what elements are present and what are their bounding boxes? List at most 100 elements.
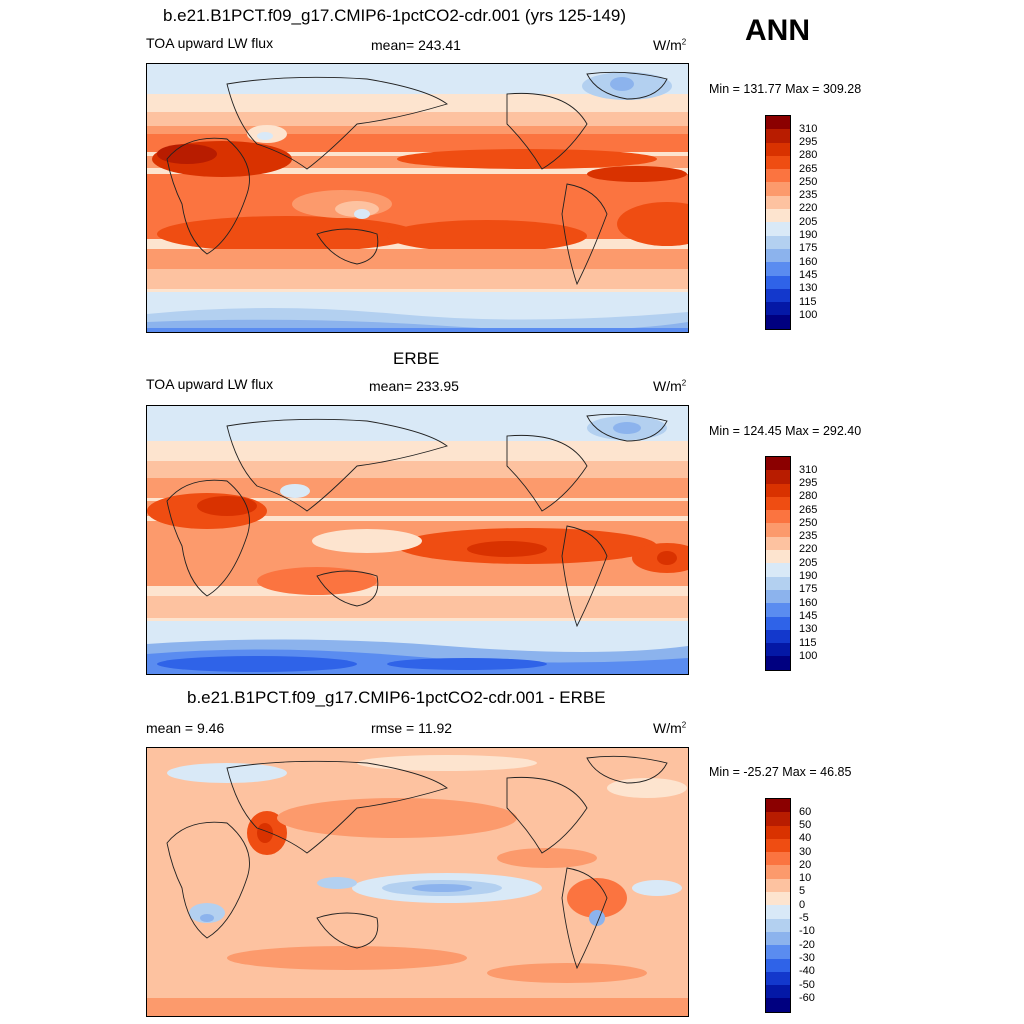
panel1-colorbar-swatch (766, 315, 790, 329)
panel2-title: ERBE (393, 349, 440, 368)
panel3-colorbar-swatch (766, 931, 790, 946)
panel3-colorbar-swatch (766, 838, 790, 853)
panel2-colorbar-swatch (766, 589, 790, 604)
panel1-colorbar-swatch (766, 275, 790, 289)
panel1-colorbar (765, 115, 791, 330)
panel2-colorbar-label: 145 (799, 609, 818, 622)
panel2-colorbar-label: 100 (799, 649, 818, 662)
panel1-colorbar-swatch (766, 235, 790, 249)
panel3-colorbar-swatch (766, 905, 790, 919)
panel2-colorbar-swatch (766, 536, 790, 551)
panel1-contour-field (147, 64, 688, 332)
panel3-colorbar-label: -60 (799, 991, 815, 1004)
panel3-colorbar-swatch (766, 971, 790, 986)
panel2-colorbar-swatch (766, 457, 790, 471)
panel3-colorbar-labels: 60 50 40 30 20 10 5 0 -5 -10 -20 -30 -40 -50 -60 (799, 799, 815, 1005)
panel3-colorbar-label: 50 (799, 818, 812, 831)
panel1-colorbar-swatch (766, 248, 790, 263)
panel1-colorbar-label: 160 (799, 255, 818, 268)
panel2-colorbar-label: 220 (799, 543, 818, 556)
panel1-colorbar-labels: 310 295 280 265 250 235 220 205 190 175 160 145 130 1… (799, 116, 817, 322)
panel2-colorbar-swatch (766, 603, 790, 617)
season-label: ANN (745, 14, 810, 47)
panel2-colorbar-swatch (766, 616, 790, 630)
panel3-colorbar-swatch (766, 958, 790, 972)
panel2-colorbar-label: 310 (799, 463, 818, 476)
panel3-colorbar-label: 0 (799, 898, 806, 911)
panel1-colorbar-label: 250 (799, 175, 818, 188)
panel1-colorbar-label: 100 (799, 308, 818, 321)
panel3-colorbar-label: 40 (799, 832, 812, 845)
panel3-units: W/m2 (653, 720, 687, 736)
panel3-colorbar-label: -10 (799, 925, 815, 938)
panel1-colorbar-swatch (766, 262, 790, 276)
panel2-colorbar-label: 265 (799, 503, 818, 516)
panel1-mean: mean= 243.41 (371, 37, 461, 53)
panel3-mean: mean = 9.46 (146, 720, 225, 736)
panel1-colorbar-label: 145 (799, 268, 818, 281)
panel1-colorbar-label: 115 (799, 295, 817, 308)
panel3-colorbar-swatch (766, 918, 790, 932)
panel2-colorbar-label: 235 (799, 530, 818, 543)
panel1-colorbar-swatch (766, 169, 790, 183)
panel1-colorbar-swatch (766, 129, 790, 143)
panel2-colorbar-label: 295 (799, 476, 818, 489)
panel3-map (146, 747, 689, 1017)
panel1-colorbar-label: 130 (799, 282, 818, 295)
panel3-colorbar-swatch (766, 799, 790, 813)
panel1-units: W/m2 (653, 37, 687, 53)
panel2-colorbar-swatch (766, 523, 790, 537)
panel2-colorbar-labels: 310 295 280 265 250 235 220 205 190 175 160 145 130 1… (799, 457, 817, 663)
panel1-colorbar-swatch (766, 155, 790, 170)
panel2-colorbar-swatch (766, 510, 790, 524)
panel1-colorbar-swatch (766, 195, 790, 210)
panel3-colorbar-swatch (766, 985, 790, 999)
panel1-map (146, 63, 689, 333)
panel2-minmax: Min = 124.45 Max = 292.40 (709, 424, 862, 438)
panel3-colorbar-swatch (766, 865, 790, 879)
panel2-units: W/m2 (653, 378, 687, 394)
panel2-colorbar-swatch (766, 576, 790, 590)
panel2-colorbar-swatch (766, 483, 790, 497)
panel3-minmax: Min = -25.27 Max = 46.85 (709, 765, 852, 779)
panel1-colorbar-label: 235 (799, 189, 818, 202)
panel3-contour-field (147, 748, 688, 1016)
panel3-colorbar-swatch (766, 945, 790, 959)
panel1-colorbar-label: 310 (799, 122, 818, 135)
panel2-colorbar-swatches (765, 456, 791, 671)
panel2-colorbar-swatch (766, 629, 790, 644)
panel3-colorbar-label: 10 (799, 872, 812, 885)
panel1-colorbar-swatch (766, 142, 790, 156)
panel2-colorbar-label: 130 (799, 623, 818, 636)
panel3-colorbar-swatch (766, 878, 790, 893)
panel3-colorbar-swatch (766, 812, 790, 826)
panel1-colorbar-label: 265 (799, 162, 818, 175)
panel1-colorbar-label: 220 (799, 202, 818, 215)
panel3-rmse: rmse = 11.92 (371, 720, 453, 736)
panel3-colorbar-swatch (766, 998, 790, 1012)
panel1-colorbar-label: 190 (799, 229, 818, 242)
panel2-contour-field (147, 406, 688, 674)
panel2-colorbar-swatch (766, 563, 790, 577)
panel1-colorbar-swatch (766, 302, 790, 316)
panel3-colorbar-swatch (766, 852, 790, 866)
panel3-colorbar-label: -20 (799, 938, 815, 951)
panel1-colorbar-swatch (766, 209, 790, 223)
panel3-colorbar-swatches (765, 798, 791, 1013)
panel2-colorbar-swatch (766, 643, 790, 657)
panel3-colorbar-label: 30 (799, 845, 812, 858)
panel1-colorbar-label: 280 (799, 149, 818, 162)
panel2-colorbar-swatch (766, 656, 790, 670)
panel2-colorbar-label: 115 (799, 636, 817, 649)
panel2-colorbar-label: 205 (799, 556, 818, 569)
panel2-colorbar-label: 160 (799, 596, 818, 609)
panel2-colorbar-label: 280 (799, 490, 818, 503)
panel3-colorbar-label: -40 (799, 965, 815, 978)
panel1-colorbar-swatches (765, 115, 791, 330)
panel2-colorbar-label: 250 (799, 516, 818, 529)
panel2-left-label: TOA upward LW flux (146, 376, 274, 392)
panel1-colorbar-swatch (766, 288, 790, 303)
panel1-colorbar-swatch (766, 222, 790, 236)
panel3-colorbar-label: -50 (799, 978, 815, 991)
panel3-colorbar-swatch (766, 892, 790, 906)
